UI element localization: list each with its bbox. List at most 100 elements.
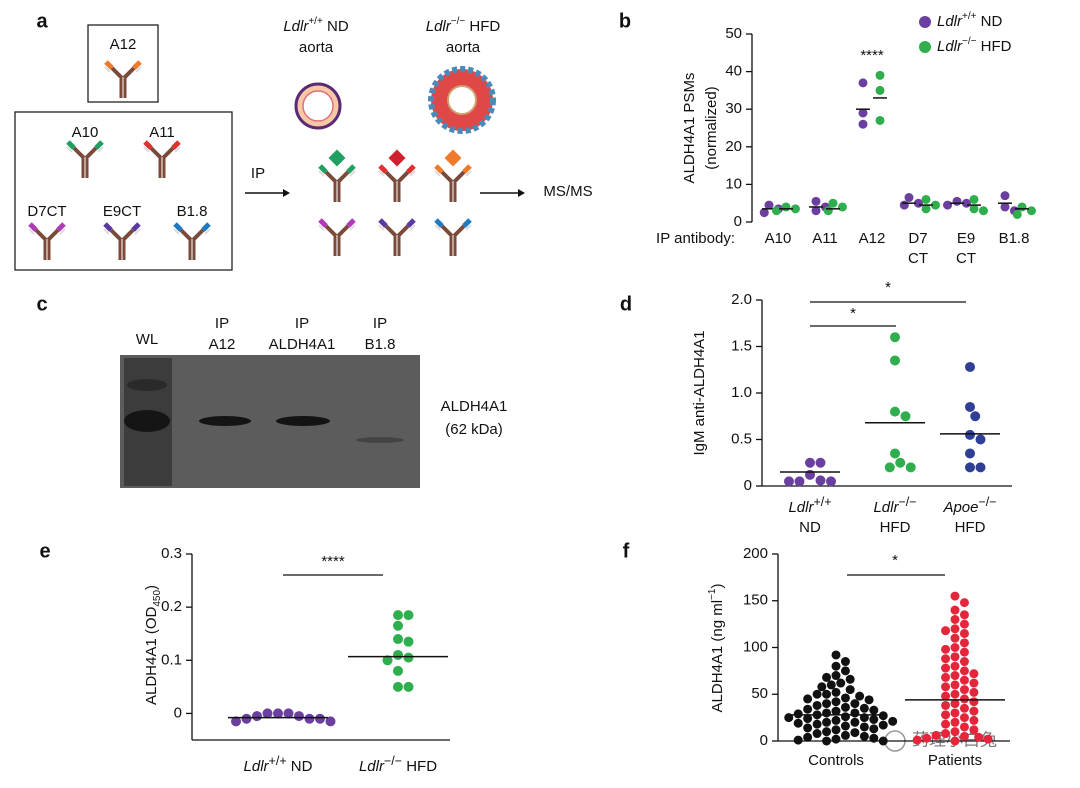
data-dot — [959, 598, 969, 608]
antibody-arm — [452, 170, 466, 184]
legend-marker — [919, 16, 931, 28]
data-dot — [965, 361, 975, 372]
data-dot — [959, 657, 969, 667]
antibody-arm — [396, 224, 410, 238]
data-dot — [859, 703, 869, 713]
y-tick-label: 0 — [734, 213, 742, 230]
data-dot — [822, 727, 832, 737]
arrow-head — [518, 189, 525, 197]
antibody-tip — [434, 218, 444, 228]
data-dot — [850, 699, 860, 709]
data-dot — [831, 725, 841, 735]
data-dot — [941, 644, 951, 654]
data-dot — [822, 717, 832, 727]
data-dot — [826, 476, 836, 487]
data-dot — [869, 724, 879, 734]
data-dot — [803, 694, 813, 704]
lane-label: WL — [136, 331, 159, 348]
data-dot — [943, 200, 953, 210]
significance-label: * — [885, 279, 891, 296]
significance-label: **** — [860, 47, 884, 64]
data-dot — [840, 693, 850, 703]
data-dot — [959, 685, 969, 695]
data-dot — [941, 691, 951, 701]
data-dot — [969, 678, 979, 688]
data-dot — [941, 710, 951, 720]
data-dot — [759, 208, 769, 218]
panel-letter: c — [36, 293, 47, 315]
antibody-tip — [346, 164, 356, 174]
data-dot — [969, 697, 979, 707]
data-dot — [793, 709, 803, 719]
data-dot — [959, 703, 969, 713]
antibody-tip — [66, 146, 73, 153]
antibody-tip — [173, 222, 183, 232]
y-tick-label: 1.0 — [731, 384, 752, 401]
y-axis-label: (normalized) — [703, 86, 720, 169]
data-dot — [817, 682, 827, 692]
data-dot — [941, 626, 951, 636]
antibody-tip — [143, 140, 153, 150]
data-dot — [890, 355, 900, 366]
data-dot — [764, 200, 774, 210]
band-label: ALDH4A1 — [441, 398, 508, 415]
x-tick-label: Ldlr+/+ ND — [788, 495, 832, 536]
data-dot — [1017, 202, 1027, 212]
step-label: IP — [251, 165, 265, 182]
data-dot — [793, 718, 803, 728]
antibody-tip — [56, 222, 66, 232]
x-tick-label: A11 — [812, 230, 838, 247]
data-dot — [941, 682, 951, 692]
antibody-tip — [135, 66, 142, 73]
data-dot — [950, 661, 960, 671]
data-dot — [1012, 209, 1022, 219]
data-dot — [965, 401, 975, 412]
data-dot — [969, 725, 979, 735]
data-dot — [950, 680, 960, 690]
data-dot — [790, 204, 800, 214]
data-dot — [965, 429, 975, 440]
y-tick-label: 0 — [744, 477, 752, 494]
data-dot — [812, 700, 822, 710]
data-dot — [831, 697, 841, 707]
data-dot — [393, 634, 403, 645]
lane-label: A12 — [209, 336, 236, 353]
data-dot — [403, 610, 414, 621]
data-dot — [831, 715, 841, 725]
antibody-tip — [378, 224, 385, 231]
data-dot — [875, 70, 885, 80]
panel-letter: d — [620, 293, 632, 315]
legend-label: Ldlr−/− HFD — [937, 36, 1012, 55]
data-dot — [950, 614, 960, 624]
data-dot — [850, 728, 860, 738]
y-tick-label: 0.2 — [161, 598, 182, 615]
y-tick-label: 150 — [743, 592, 768, 609]
antibody-tip — [406, 164, 416, 174]
data-dot — [815, 475, 826, 486]
data-dot — [831, 734, 841, 744]
data-dot — [772, 206, 782, 216]
antibody-tip — [409, 170, 416, 177]
y-tick-label: 0.3 — [161, 545, 182, 562]
antibody-arm — [72, 146, 86, 160]
band-label: (62 kDa) — [445, 421, 503, 438]
gel-band — [127, 379, 167, 391]
data-dot — [970, 411, 981, 422]
data-dot — [959, 694, 969, 704]
data-dot — [403, 681, 414, 692]
data-dot — [965, 448, 975, 459]
data-dot — [890, 406, 900, 417]
x-tick-label: Patients — [927, 752, 983, 769]
y-tick-label: 0 — [174, 704, 182, 721]
data-dot — [831, 706, 841, 716]
data-dot — [959, 731, 969, 741]
data-dot — [864, 695, 874, 705]
x-tick-label: A10 — [764, 230, 792, 247]
antibody-arm — [324, 224, 338, 238]
significance-label: * — [892, 552, 898, 569]
legend-marker — [919, 41, 931, 53]
data-dot — [1000, 191, 1010, 201]
antibody-tip — [66, 140, 76, 150]
x-tick-label: D7 CT — [908, 230, 928, 267]
